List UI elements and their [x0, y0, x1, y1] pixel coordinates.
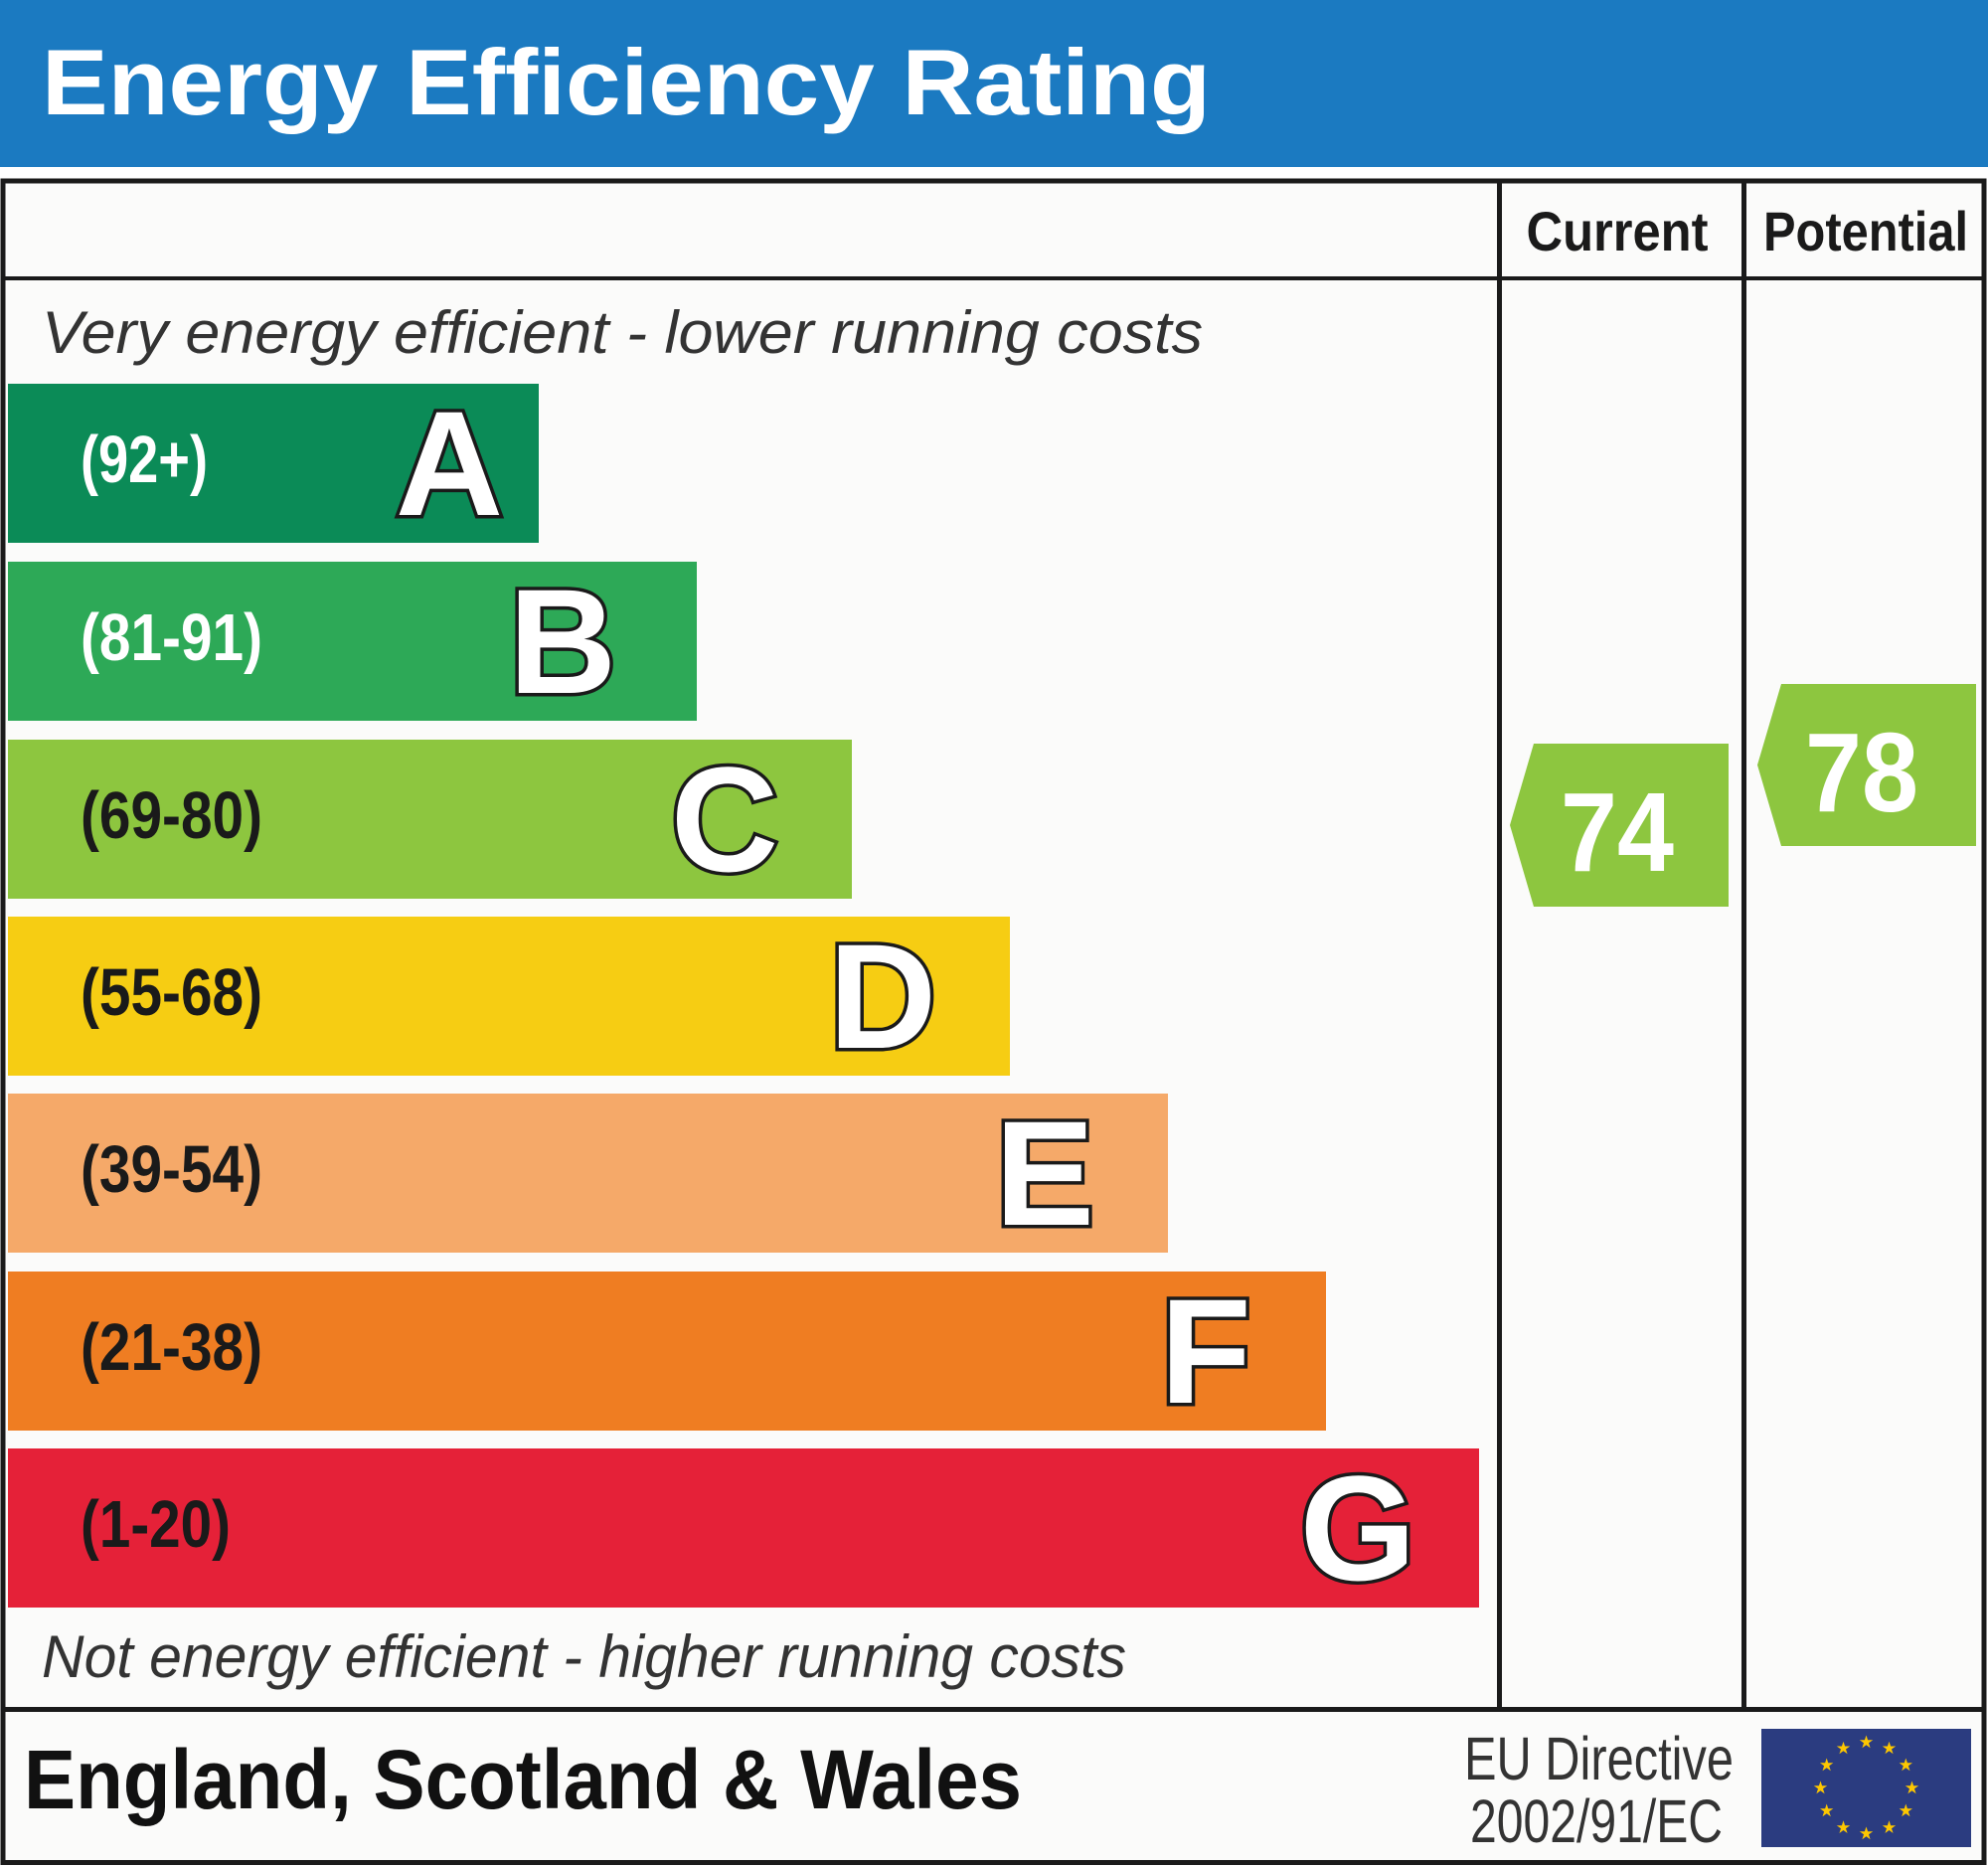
svg-text:Current: Current: [1527, 200, 1709, 262]
svg-text:(39-54): (39-54): [81, 1132, 262, 1207]
svg-text:Very energy efficient - lower: Very energy efficient - lower running co…: [42, 299, 1203, 366]
svg-text:C: C: [671, 736, 778, 903]
svg-text:EU Directive: EU Directive: [1464, 1725, 1734, 1792]
svg-text:D: D: [829, 913, 936, 1080]
svg-text:(1-20): (1-20): [81, 1487, 231, 1562]
svg-text:Potential: Potential: [1763, 200, 1968, 262]
svg-text:F: F: [1160, 1268, 1251, 1435]
svg-text:England, Scotland & Wales: England, Scotland & Wales: [24, 1733, 1022, 1826]
svg-text:(92+): (92+): [81, 423, 208, 497]
svg-text:74: 74: [1561, 769, 1674, 895]
svg-text:2002/91/EC: 2002/91/EC: [1470, 1787, 1723, 1855]
svg-text:(21-38): (21-38): [81, 1310, 262, 1385]
svg-text:Not energy efficient - higher: Not energy efficient - higher running co…: [42, 1623, 1126, 1690]
svg-text:G: G: [1300, 1444, 1416, 1612]
svg-text:E: E: [995, 1090, 1094, 1257]
svg-text:Energy Efficiency Rating: Energy Efficiency Rating: [42, 30, 1211, 134]
svg-text:78: 78: [1805, 710, 1918, 835]
svg-text:(55-68): (55-68): [81, 955, 262, 1030]
svg-text:(69-80): (69-80): [81, 778, 262, 853]
svg-text:A: A: [396, 380, 503, 547]
svg-text:(81-91): (81-91): [81, 600, 262, 675]
svg-text:B: B: [509, 558, 616, 725]
